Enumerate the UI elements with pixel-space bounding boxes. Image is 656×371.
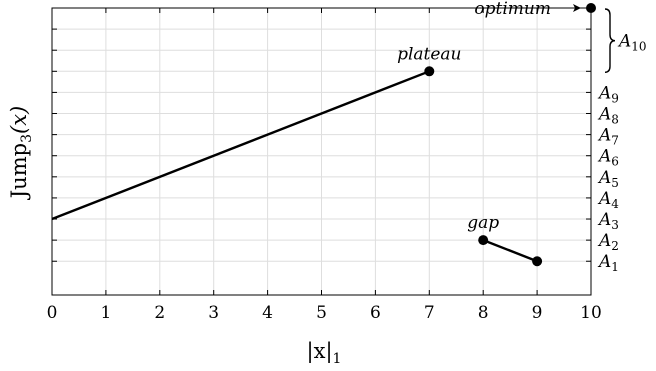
y-axis-label-suffix: (x) [7, 106, 31, 134]
data-point [586, 3, 596, 13]
level-label-A7: A7 [597, 126, 619, 148]
annotation-arrow-head [573, 4, 581, 12]
annotation-gap: gap [467, 213, 499, 233]
level-label-A9: A9 [597, 83, 619, 105]
x-tick-label: 5 [316, 303, 327, 323]
y-axis-label: Jump3(x) [7, 106, 35, 200]
x-ticks: 0 1 2 3 4 5 6 7 8 9 10 [47, 8, 602, 323]
x-tick-label: 3 [208, 303, 219, 323]
data-points [424, 3, 596, 267]
x-tick-label: 7 [424, 303, 435, 323]
annotation-optimum: optimum [474, 0, 551, 19]
y-axis-label-sub: 3 [19, 134, 35, 143]
level-label-A6: A6 [597, 147, 619, 169]
level-label-A5: A5 [597, 168, 619, 190]
x-tick-label: 6 [370, 303, 381, 323]
x-tick-label: 9 [532, 303, 543, 323]
data-point [532, 256, 543, 267]
x-tick-label: 2 [154, 303, 165, 323]
series-lines [51, 70, 538, 263]
annotations: plateau gap optimum [397, 0, 581, 233]
data-point [478, 235, 489, 246]
x-tick-label: 1 [100, 303, 111, 323]
level-label-A2: A2 [597, 231, 619, 253]
series-line-1 [51, 70, 430, 221]
brace-A10 [604, 8, 616, 74]
level-label-A4: A4 [597, 189, 619, 211]
level-label-A10: A10 [617, 32, 647, 54]
level-label-A1: A1 [597, 252, 619, 274]
x-tick-label: 0 [47, 303, 58, 323]
x-axis-label-sub: 1 [333, 351, 342, 367]
data-point [424, 66, 435, 77]
x-tick-label: 10 [580, 303, 602, 323]
level-label-A8: A8 [597, 105, 619, 127]
level-label-A3: A3 [597, 210, 619, 232]
series-line-2 [482, 239, 538, 263]
annotation-plateau: plateau [397, 44, 461, 64]
x-tick-label: 4 [262, 303, 273, 323]
x-axis-label: |x|1 [307, 339, 342, 367]
x-tick-label: 8 [478, 303, 489, 323]
